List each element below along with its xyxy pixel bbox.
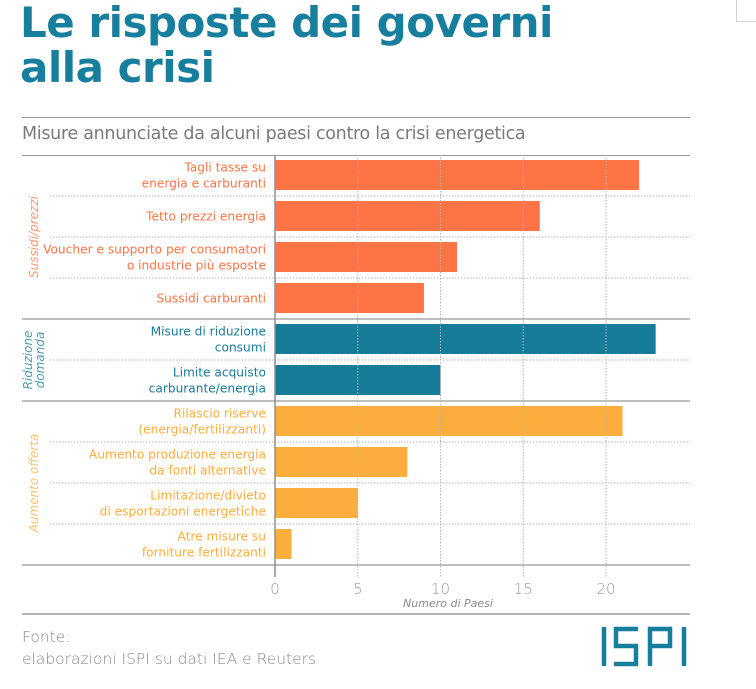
- category-label: Tetto prezzi energia: [145, 210, 266, 224]
- bar-riduzione-0: [275, 324, 656, 354]
- source-text: elaborazioni ISPI su dati IEA e Reuters: [22, 650, 317, 668]
- source-note: Fonte: elaborazioni ISPI su dati IEA e R…: [22, 626, 316, 670]
- category-label-line: Atre misure su: [177, 530, 266, 544]
- category-label: Misure di riduzione consumi: [151, 325, 266, 355]
- category-label: Atre misure su forniture fertilizzanti: [142, 530, 266, 560]
- group-label-line: Aumento offerta: [27, 434, 41, 534]
- category-label-line: Tetto prezzi energia: [145, 210, 266, 224]
- group-label: Sussidi/prezzi: [27, 195, 41, 278]
- page-title: Le risposte dei governi alla crisi: [20, 0, 680, 90]
- x-tick-label: 5: [353, 580, 363, 598]
- category-label-line: energia e carburanti: [142, 177, 266, 191]
- group-label-line: Riduzione: [21, 331, 35, 390]
- title-line-1: Le risposte dei governi: [20, 0, 553, 47]
- category-label-line: consumi: [215, 341, 266, 355]
- category-label: Limite acquisto carburante/energia: [149, 366, 266, 396]
- category-label-line: Tagli tasse su: [183, 161, 266, 175]
- group-label: Aumento offerta: [27, 434, 41, 534]
- group-label-line: Sussidi/prezzi: [27, 195, 41, 278]
- category-label-line: di esportazioni energetiche: [100, 505, 266, 519]
- bar-aumento-2: [275, 488, 358, 518]
- category-label-line: Misure di riduzione: [151, 325, 266, 339]
- category-label-line: Aumento produzione energia: [89, 448, 266, 462]
- bar-sussidi-0: [275, 160, 640, 190]
- category-label-line: (energia/fertilizzanti): [138, 423, 266, 437]
- category-label-line: da fonti alternative: [149, 464, 266, 478]
- category-label: Rilascio riserve (energia/fertilizzanti): [138, 407, 266, 437]
- category-label-line: carburante/energia: [149, 382, 266, 396]
- group-label-line: domanda: [33, 332, 47, 389]
- ispi-logo: [601, 626, 687, 667]
- x-tick-label: 20: [596, 580, 615, 598]
- category-label-line: o industrie più esposte: [127, 259, 266, 273]
- subtitle-top-rule: [22, 117, 690, 118]
- category-label: Limitazione/divieto di esportazioni energ…: [100, 489, 266, 519]
- category-label-line: forniture fertilizzanti: [142, 546, 266, 560]
- ispi-logo-glyphs: [601, 626, 687, 667]
- x-tick-label: 15: [514, 580, 533, 598]
- category-label-line: Limite acquisto: [173, 366, 266, 380]
- chart-subtitle: Misure annunciate da alcuni paesi contro…: [22, 124, 526, 144]
- bar-sussidi-2: [275, 242, 458, 272]
- group-label: Riduzionedomanda: [21, 331, 47, 390]
- category-label-line: Sussidi carburanti: [156, 292, 266, 306]
- x-axis-title: Numero di Paesi: [403, 597, 493, 610]
- x-tick-label: 10: [431, 580, 450, 598]
- category-label: Tagli tasse su energia e carburanti: [142, 161, 266, 191]
- category-label-line: Voucher e supporto per consumatori: [43, 243, 266, 257]
- subtitle-bottom-rule: [22, 155, 690, 156]
- source-label: Fonte:: [22, 628, 71, 646]
- bar-sussidi-1: [275, 201, 540, 231]
- bar-sussidi-3: [275, 283, 424, 313]
- category-label-line: Limitazione/divieto: [150, 489, 266, 503]
- category-label: Sussidi carburanti: [156, 292, 266, 306]
- bar-aumento-1: [275, 447, 408, 477]
- category-label-line: Rilascio riserve: [174, 407, 266, 421]
- x-tick-label: 0: [270, 580, 280, 598]
- category-label: Voucher e supporto per consumatori o indu…: [43, 243, 266, 273]
- bar-aumento-3: [275, 529, 292, 559]
- title-line-2: alla crisi: [20, 43, 215, 92]
- category-label: Aumento produzione energia da fonti alter…: [89, 448, 266, 478]
- window-corner-frame: [736, 0, 756, 22]
- bar-aumento-0: [275, 406, 623, 436]
